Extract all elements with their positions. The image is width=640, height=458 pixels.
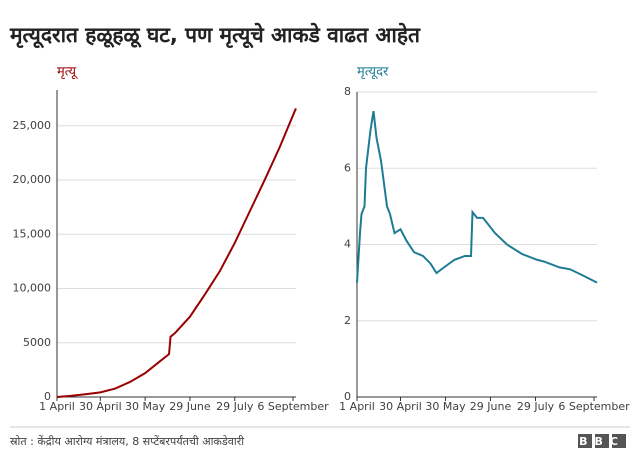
x-tick-label: 30 May — [425, 400, 466, 413]
y-tick-label: 8 — [344, 85, 351, 98]
x-tick-label: 29 June — [470, 400, 512, 413]
x-tick-label: 6 September — [257, 400, 329, 413]
y-tick-label: 10,000 — [13, 282, 52, 295]
y-tick-label: 5000 — [23, 336, 51, 349]
x-tick-label: 30 May — [125, 400, 166, 413]
x-tick-label: 29 July — [517, 400, 555, 413]
panel-title: मृत्यूदर — [357, 65, 389, 80]
y-tick-label: 2 — [344, 314, 351, 327]
x-tick-label: 6 September — [558, 400, 630, 413]
line — [56, 108, 297, 398]
line — [356, 110, 598, 284]
logo: BBC — [579, 435, 625, 448]
x-tick-label: 1 April — [39, 400, 75, 413]
page-title: मृत्यूदरात हळूहळू घट, पण मृत्यूचे आकडे व… — [9, 22, 421, 49]
x-tick-label: 29 July — [216, 400, 254, 413]
y-tick-label: 4 — [344, 238, 351, 251]
x-tick-label: 30 April — [79, 400, 122, 413]
panel-title: मृत्यू — [57, 65, 78, 80]
logo-box — [595, 434, 609, 448]
y-tick-label: 15,000 — [13, 227, 52, 240]
logo-box — [578, 434, 592, 448]
y-tick-label: 20,000 — [13, 173, 52, 186]
source: स्रोत : केंद्रीय आरोग्य मंत्रालय, 8 सप्ट… — [10, 435, 244, 448]
y-tick-label: 25,000 — [13, 119, 52, 132]
x-tick-label: 1 April — [339, 400, 375, 413]
y-tick-label: 0 — [344, 390, 351, 403]
x-tick-label: 30 April — [379, 400, 422, 413]
y-tick-label: 6 — [344, 161, 351, 174]
x-tick-label: 29 June — [169, 400, 211, 413]
logo-box — [612, 434, 626, 448]
y-tick-label: 0 — [44, 390, 51, 403]
